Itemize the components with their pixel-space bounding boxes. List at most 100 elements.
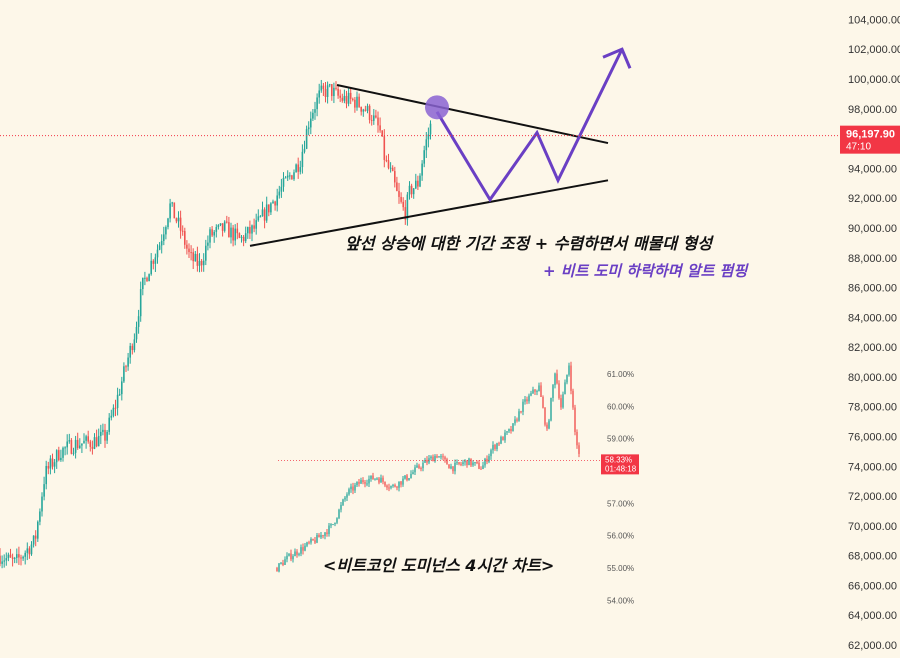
candle-body [379, 125, 381, 131]
candle-body [362, 109, 365, 112]
candle-body [104, 429, 106, 441]
candle-body [55, 450, 58, 463]
candle-body [578, 445, 580, 454]
candle-body [108, 417, 110, 432]
candle-body [404, 207, 407, 220]
candle-body [190, 252, 192, 254]
candle-body [560, 398, 562, 408]
candle-body [240, 236, 243, 238]
candle-body [301, 151, 304, 168]
candle-body [384, 481, 386, 486]
candle-body [186, 244, 188, 249]
candle-body [129, 345, 131, 358]
candle-body [498, 443, 500, 445]
candle-body [352, 486, 354, 491]
candle-body [310, 118, 312, 128]
candle-body [460, 463, 462, 465]
candle-body [278, 563, 280, 572]
candle-body [316, 97, 318, 110]
candle-body [574, 407, 576, 432]
candle-body [257, 216, 260, 221]
candle-body [490, 450, 492, 457]
candle-body [299, 167, 302, 172]
candle-body [270, 203, 272, 213]
candle-body [13, 557, 16, 559]
candle-body [236, 228, 239, 234]
candle-body [576, 431, 578, 446]
candle-body [394, 171, 396, 183]
candle-body [307, 127, 310, 130]
candle-body [251, 225, 253, 234]
candle-body [121, 381, 123, 395]
candle-body [408, 185, 411, 195]
candle-body [76, 439, 79, 448]
candle-body [310, 539, 312, 543]
candle-body [314, 109, 316, 113]
candle-body [328, 84, 331, 86]
candle-body [518, 411, 520, 421]
candle-body [305, 129, 308, 149]
candle-body [294, 551, 296, 557]
candle-body [175, 218, 178, 222]
candle-body [125, 366, 127, 368]
price-axis-tick: 100,000.00 [848, 74, 900, 86]
candle-body [106, 431, 108, 441]
candle-body [358, 96, 360, 107]
candle-body [223, 221, 226, 231]
candle-body [9, 554, 12, 558]
candle-body [376, 478, 378, 480]
candle-body [89, 441, 92, 447]
candle-body [526, 399, 528, 402]
candle-body [364, 109, 367, 111]
price-axis-tick: 62,000.00 [848, 640, 897, 652]
price-axis-tick: 92,000.00 [848, 193, 897, 205]
candle-body [45, 465, 47, 485]
candle-body [420, 468, 422, 470]
price-axis-tick: 82,000.00 [848, 342, 897, 354]
candle-body [292, 556, 294, 560]
candle-body [374, 478, 376, 480]
price-axis: 104,000.00 102,000.00 100,000.00 98,000.00 9… [0, 14, 900, 652]
candle-body [484, 458, 486, 466]
candle-body [508, 429, 510, 432]
candle-body [482, 465, 484, 469]
candle-body [303, 148, 306, 152]
candle-body [91, 446, 94, 449]
candle-body [412, 472, 414, 474]
candle-body [408, 478, 410, 481]
candle-body [542, 396, 544, 408]
candle-body [53, 462, 56, 467]
candle-body [66, 441, 68, 448]
candle-body [133, 339, 136, 351]
candle-body [284, 559, 286, 565]
candle-body [308, 542, 310, 544]
candle-body [72, 452, 75, 454]
candle-body [156, 249, 159, 258]
candle-body [202, 260, 205, 266]
projection-arrowhead [602, 47, 632, 69]
candle-body [39, 511, 41, 522]
candle-body [261, 209, 264, 217]
candle-body [456, 462, 458, 464]
candle-body [79, 445, 81, 448]
candle-body [506, 431, 508, 433]
candle-body [430, 456, 432, 459]
candle-body [344, 497, 346, 500]
candle-body [402, 201, 404, 208]
candle-body [364, 482, 366, 484]
candle-body [34, 535, 37, 539]
candle-body [83, 440, 85, 444]
candle-body [22, 556, 24, 559]
candle-body [274, 201, 276, 206]
dominance-current-label: 58.33% [605, 455, 632, 464]
candle-body [160, 240, 163, 246]
candle-body [177, 217, 180, 222]
candle-body [466, 460, 468, 466]
candle-body [464, 460, 466, 463]
candle-body [512, 423, 514, 432]
candle-body [110, 415, 113, 418]
candle-body [137, 316, 140, 327]
candle-body [406, 194, 409, 220]
